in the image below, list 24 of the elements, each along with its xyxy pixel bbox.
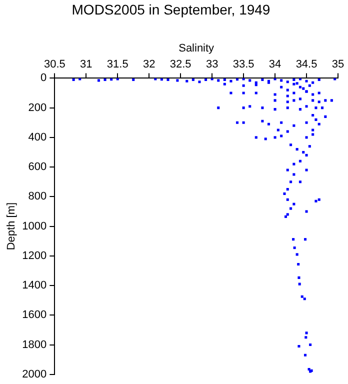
x-tick-label: 30.5 (44, 58, 66, 71)
y-tick-label: 0 (40, 72, 47, 84)
y-tick-label: 1400 (22, 280, 47, 292)
y-tick-label: 1000 (22, 220, 47, 232)
y-tick-label: 800 (28, 190, 47, 203)
y-axis-title: Depth [m] (6, 202, 18, 250)
chart-title: MODS2005 in September, 1949 (72, 1, 270, 18)
y-tick-label: 1200 (22, 250, 47, 262)
y-tick-label: 400 (28, 131, 47, 144)
y-tick-label: 200 (28, 102, 47, 114)
x-tick-label: 32.5 (170, 58, 192, 71)
y-tick-label: 2000 (22, 368, 47, 380)
x-tick-label: 32 (142, 58, 156, 71)
y-tick-label: 600 (28, 161, 47, 174)
x-tick-label: 34.5 (296, 58, 318, 71)
y-tick-label: 1800 (22, 338, 47, 351)
x-tick-label: 31 (80, 58, 92, 71)
x-tick-label: 34 (268, 58, 282, 71)
x-tick-label: 35 (332, 58, 344, 71)
x-tick-label: 33.5 (232, 58, 254, 71)
y-tick-label: 1600 (22, 309, 47, 322)
x-tick-label: 33 (206, 58, 218, 71)
x-tick-label: 31.5 (106, 58, 128, 71)
x-axis-title: Salinity (178, 42, 215, 54)
